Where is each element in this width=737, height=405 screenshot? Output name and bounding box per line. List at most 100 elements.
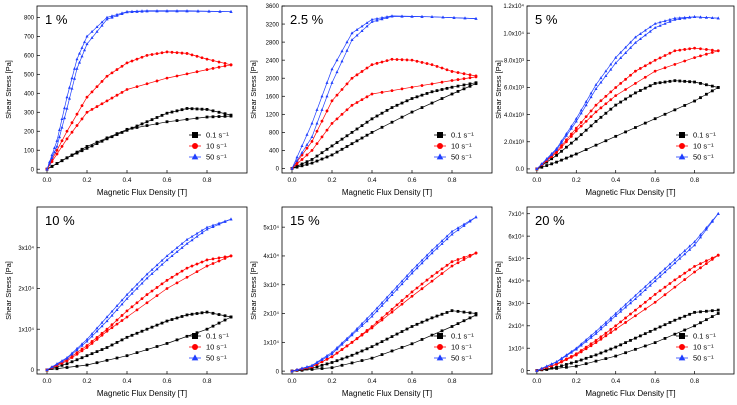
data-point xyxy=(564,133,568,137)
data-point xyxy=(710,48,714,52)
data-point xyxy=(456,261,460,265)
data-point xyxy=(430,101,434,105)
data-point xyxy=(648,29,652,33)
data-point xyxy=(380,353,384,356)
data-point xyxy=(589,342,593,346)
data-point xyxy=(648,296,652,300)
data-point xyxy=(594,120,598,123)
data-point xyxy=(205,225,209,229)
data-point xyxy=(170,50,174,54)
series-line-down xyxy=(536,213,719,371)
data-point xyxy=(75,352,79,356)
x-tick-label: 0.8 xyxy=(447,177,456,184)
data-point xyxy=(462,83,466,87)
data-point xyxy=(688,244,692,248)
series-1 xyxy=(45,50,233,171)
data-point xyxy=(468,82,472,86)
data-point xyxy=(663,21,667,25)
data-point xyxy=(410,290,414,294)
data-point xyxy=(120,302,124,306)
data-point xyxy=(604,334,608,338)
data-point xyxy=(643,288,647,292)
series-2 xyxy=(290,14,478,170)
data-point xyxy=(310,140,314,143)
data-point xyxy=(115,308,119,311)
data-point xyxy=(410,97,414,100)
data-point xyxy=(320,360,324,364)
data-point xyxy=(175,74,179,78)
data-point xyxy=(165,254,169,257)
data-point xyxy=(462,222,466,226)
data-point xyxy=(705,83,708,87)
data-point xyxy=(325,357,329,361)
series-line-up xyxy=(536,47,719,170)
data-point xyxy=(678,275,682,278)
data-point xyxy=(638,32,642,35)
data-point xyxy=(90,340,94,343)
data-point xyxy=(648,25,652,29)
data-point xyxy=(643,75,647,79)
data-point xyxy=(290,369,294,373)
data-point xyxy=(315,154,319,158)
data-point xyxy=(474,312,478,315)
data-point xyxy=(699,96,702,100)
y-tick-label: 1.2x10⁴ xyxy=(503,3,524,10)
data-point xyxy=(594,341,598,345)
x-tick-label: 0.2 xyxy=(327,378,336,385)
data-point xyxy=(705,48,708,51)
data-point xyxy=(360,349,364,353)
y-axis-label: Shear Stress [Pa] xyxy=(249,261,258,320)
data-point xyxy=(370,20,374,23)
data-point xyxy=(165,278,169,282)
data-point xyxy=(223,257,227,260)
legend-label: 10 s⁻¹ xyxy=(451,343,472,352)
data-point xyxy=(145,120,149,124)
data-point xyxy=(673,278,677,282)
data-point xyxy=(70,352,74,356)
panel-title: 1 % xyxy=(45,12,68,27)
data-point xyxy=(663,80,667,84)
data-point xyxy=(634,69,637,73)
data-point xyxy=(355,337,359,341)
data-point xyxy=(658,56,662,60)
data-point xyxy=(205,258,209,262)
data-point xyxy=(400,330,404,333)
data-point xyxy=(95,350,99,353)
data-point xyxy=(560,158,563,162)
data-point xyxy=(430,63,434,67)
data-point xyxy=(360,124,364,128)
data-point xyxy=(594,87,598,90)
data-point xyxy=(450,85,454,89)
data-point xyxy=(295,165,299,169)
data-point xyxy=(223,62,227,65)
data-point xyxy=(643,307,647,311)
series-0 xyxy=(45,310,233,372)
legend-label: 10 s⁻¹ xyxy=(693,142,714,151)
data-point xyxy=(550,152,554,156)
data-point xyxy=(653,275,657,279)
data-point xyxy=(330,352,334,355)
data-point xyxy=(445,263,449,267)
y-tick-label: 2400 xyxy=(266,58,280,64)
data-point xyxy=(555,160,558,164)
x-axis-label: Magnetic Flux Density [T] xyxy=(585,188,675,197)
data-point xyxy=(165,258,169,262)
data-point xyxy=(165,111,169,115)
data-point xyxy=(90,332,94,335)
data-point xyxy=(648,84,652,88)
legend-label: 50 s⁻¹ xyxy=(693,153,714,162)
data-point xyxy=(75,348,79,352)
x-tick-label: 0.0 xyxy=(42,177,51,184)
data-point xyxy=(624,77,627,81)
data-point xyxy=(565,358,568,362)
data-point xyxy=(115,356,119,360)
data-point xyxy=(355,127,359,131)
y-tick-label: 3200 xyxy=(266,22,280,28)
data-point xyxy=(584,339,588,343)
data-point xyxy=(205,115,209,119)
data-point xyxy=(410,268,414,272)
data-point xyxy=(325,155,329,159)
data-point xyxy=(135,351,139,355)
data-point xyxy=(565,363,568,366)
data-point xyxy=(673,49,677,53)
